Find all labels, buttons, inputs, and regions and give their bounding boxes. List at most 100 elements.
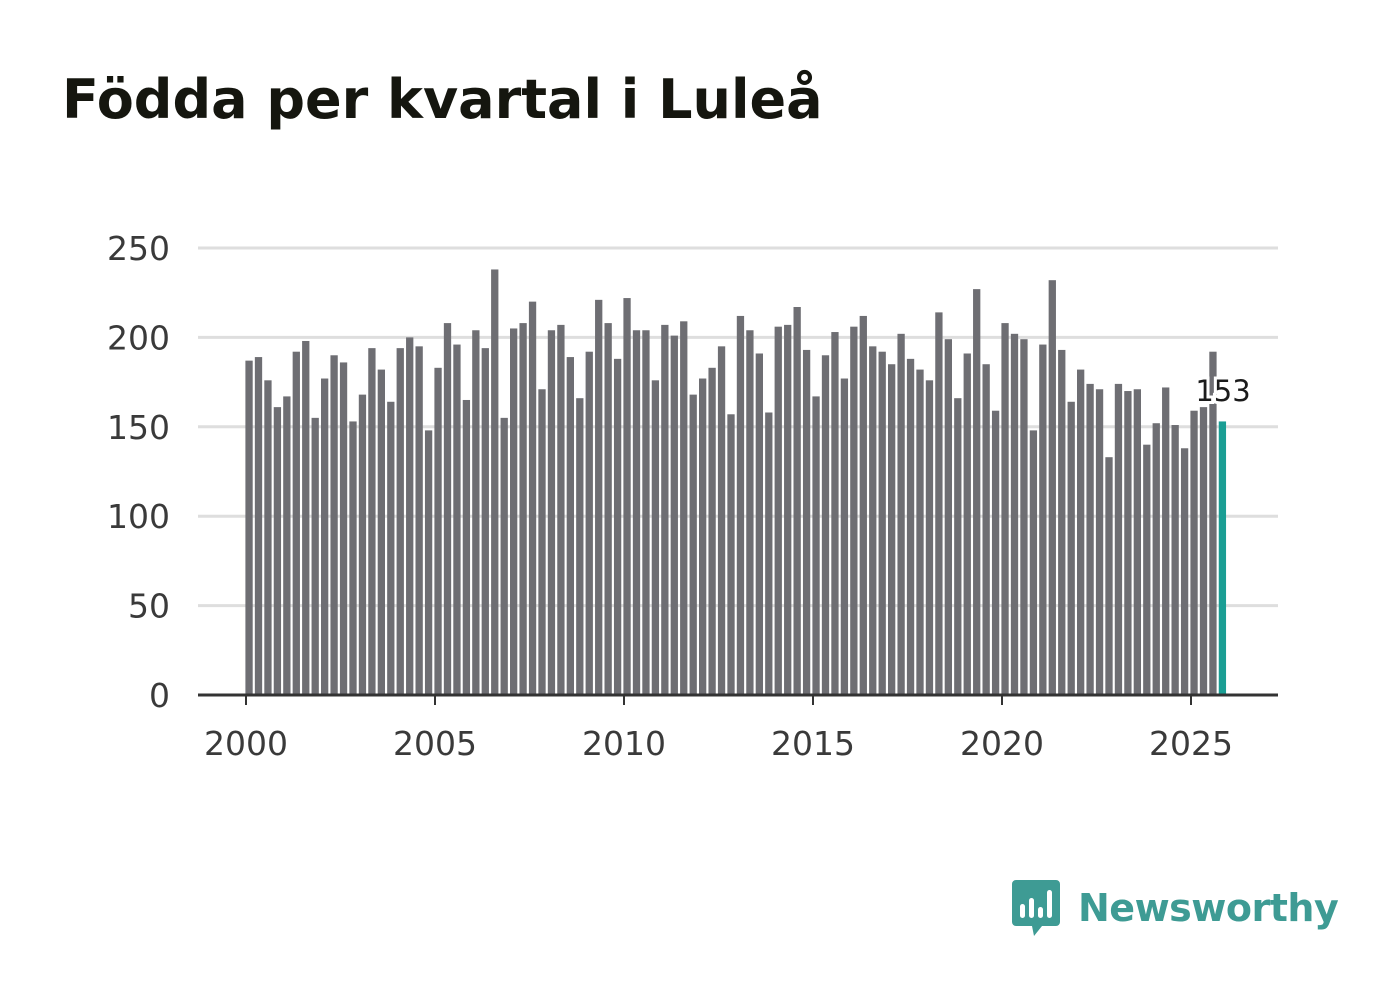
bar <box>1171 425 1179 695</box>
bar <box>727 414 735 695</box>
x-axis: 2000 2005 2010 2015 2020 2025 <box>198 693 1278 763</box>
bar <box>1067 401 1075 695</box>
bar <box>802 349 811 695</box>
bar <box>661 324 669 695</box>
bar <box>651 380 660 695</box>
x-tick-label: 2015 <box>771 724 855 763</box>
bar <box>1143 444 1151 695</box>
bar <box>1095 389 1104 695</box>
y-tick-label: 0 <box>149 676 170 715</box>
bar <box>472 330 480 695</box>
bar <box>755 353 763 695</box>
bar <box>566 357 574 695</box>
bar <box>623 298 631 695</box>
bar <box>311 417 319 695</box>
bar <box>528 301 537 695</box>
bar <box>1124 391 1132 695</box>
bar <box>1180 448 1189 695</box>
bar <box>434 367 442 695</box>
bar <box>1048 280 1056 695</box>
bar <box>982 364 990 695</box>
bar <box>1133 389 1141 695</box>
bar <box>888 364 896 695</box>
bar <box>840 378 849 695</box>
bar <box>349 421 357 695</box>
bar <box>283 396 291 695</box>
bar <box>689 394 697 695</box>
y-tick-label: 250 <box>107 229 170 268</box>
bar <box>510 328 518 695</box>
bar <box>321 378 329 695</box>
bar <box>613 358 622 695</box>
bar <box>670 335 678 695</box>
bar <box>1162 387 1170 695</box>
bar <box>604 323 612 695</box>
bar <box>774 326 782 695</box>
bar <box>538 389 546 695</box>
bar <box>944 339 952 695</box>
y-axis-tick-labels: 0 50 100 150 200 250 <box>107 229 170 715</box>
bar <box>406 337 414 695</box>
bar <box>302 340 310 695</box>
bar <box>1114 383 1123 695</box>
bar <box>576 398 584 695</box>
bar <box>415 346 423 695</box>
newsworthy-logo-icon <box>1012 880 1060 936</box>
bar <box>387 401 395 695</box>
bar <box>784 324 792 695</box>
bar <box>368 348 376 695</box>
bar <box>680 321 688 695</box>
last-value-label: 153 <box>1195 374 1250 408</box>
bar <box>1039 344 1047 695</box>
bar <box>377 369 385 695</box>
x-tick-label: 2010 <box>582 724 666 763</box>
bar <box>859 315 867 695</box>
annotation-layer: 153 <box>1192 371 1253 411</box>
bar <box>1190 410 1198 695</box>
bar <box>869 346 877 695</box>
bar <box>481 348 489 695</box>
bar <box>1058 349 1066 695</box>
bar <box>812 396 820 695</box>
y-tick-label: 200 <box>107 318 170 357</box>
bar <box>453 344 461 695</box>
bar <box>1010 333 1019 695</box>
bar <box>273 407 282 695</box>
bar-series <box>245 269 1227 695</box>
bar <box>793 307 801 695</box>
bar <box>585 351 593 695</box>
bar <box>954 398 962 695</box>
bar <box>642 330 650 695</box>
bar <box>963 353 971 695</box>
bar-highlighted <box>1218 421 1227 695</box>
bar <box>358 394 367 695</box>
bar <box>595 299 603 695</box>
x-tick-label: 2020 <box>960 724 1044 763</box>
bar <box>916 369 924 695</box>
bar <box>1105 457 1113 695</box>
bar <box>831 332 839 695</box>
bar <box>292 351 300 695</box>
bar <box>699 378 707 695</box>
bar <box>1086 383 1094 695</box>
bar <box>717 346 726 695</box>
bar <box>254 357 263 695</box>
bar <box>1001 323 1009 695</box>
bar <box>708 367 716 695</box>
y-tick-label: 150 <box>107 408 170 447</box>
bar <box>396 348 404 695</box>
bar <box>935 312 943 695</box>
bar <box>897 333 905 695</box>
bar <box>746 330 754 695</box>
bar <box>1199 407 1208 695</box>
x-tick-label: 2025 <box>1149 724 1233 763</box>
bar <box>500 417 508 695</box>
bar <box>462 399 471 695</box>
bar <box>765 412 773 695</box>
bar <box>547 330 556 695</box>
x-tick-label: 2000 <box>204 724 288 763</box>
bar <box>821 355 830 695</box>
bar <box>245 360 253 695</box>
bar <box>906 358 915 695</box>
